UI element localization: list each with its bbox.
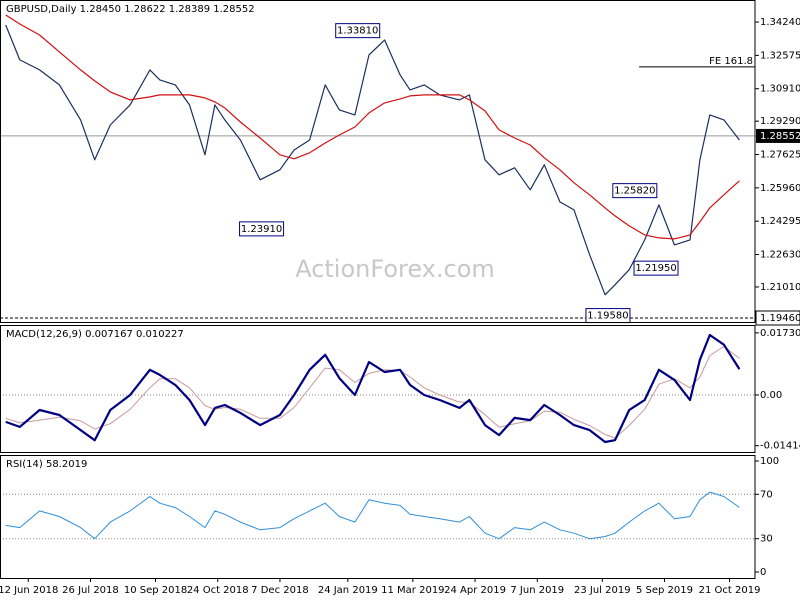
annotation-label: 1.33810	[337, 26, 378, 37]
series-line	[5, 24, 740, 296]
annotation-label: 1.19580	[587, 311, 628, 322]
series-line	[5, 14, 740, 240]
x-tick-label: 11 Mar 2019	[381, 585, 444, 596]
y-tick-label: 70	[760, 489, 773, 500]
annotation-box	[239, 221, 285, 237]
panel-title: RSI(14) 58.2019	[6, 459, 87, 470]
y-tick-label: 1.27625	[760, 149, 800, 160]
y-tick-label: 1.32575	[760, 50, 800, 61]
x-tick-label: 10 Sep 2018	[124, 585, 187, 596]
support-label: 1.19460	[760, 313, 800, 324]
series-line	[5, 346, 740, 439]
fe-label: FE 161.8	[709, 56, 753, 67]
x-tick-label: 5 Sep 2019	[636, 585, 693, 596]
annotation-label: 1.25820	[614, 186, 655, 197]
y-tick-label: 1.29290	[760, 116, 800, 127]
y-tick-label: 0.00	[760, 390, 782, 401]
y-tick-label: 0.017302	[760, 328, 800, 339]
y-tick-label: 1.30910	[760, 84, 800, 95]
panel-frame	[0, 0, 756, 323]
panel-frame	[0, 325, 756, 453]
y-tick-label: 0	[760, 567, 766, 578]
panel-title: GBPUSD,Daily 1.28450 1.28622 1.28389 1.2…	[6, 4, 255, 15]
annotation-box	[633, 260, 679, 276]
support-label-box	[755, 310, 800, 326]
y-tick-label: 1.24295	[760, 216, 800, 227]
x-tick-label: 24 Jan 2019	[318, 585, 378, 596]
x-tick-label: 24 Apr 2019	[444, 585, 506, 596]
y-tick-label: 100	[760, 456, 779, 467]
annotation-label: 1.23910	[241, 224, 282, 235]
y-tick-label: 1.34240	[760, 17, 800, 28]
price-label: 1.28552	[760, 131, 800, 142]
x-tick-label: 7 Jun 2019	[510, 585, 564, 596]
x-tick-label: 26 Jul 2018	[62, 585, 119, 596]
annotation-box	[612, 183, 658, 199]
y-tick-label: 30	[760, 534, 773, 545]
x-tick-label: 24 Oct 2018	[187, 585, 249, 596]
y-tick-label: 1.25960	[760, 183, 800, 194]
x-tick-label: 21 Oct 2019	[699, 585, 761, 596]
x-tick-label: 23 Jul 2019	[574, 585, 631, 596]
panel-title: MACD(12,26,9) 0.007167 0.010227	[6, 329, 184, 340]
x-tick-label: 7 Dec 2018	[251, 585, 309, 596]
y-tick-label: 1.21010	[760, 282, 800, 293]
watermark: ActionForex.com	[295, 255, 495, 283]
y-tick-label: -0.014148	[760, 441, 800, 452]
y-tick-label: 1.22630	[760, 250, 800, 261]
annotation-box	[335, 23, 381, 39]
series-line	[5, 333, 741, 444]
annotation-label: 1.21950	[635, 263, 676, 274]
panel-frame	[0, 455, 756, 579]
price-label-box	[756, 128, 800, 143]
x-tick-label: 12 Jun 2018	[0, 585, 58, 596]
series-line	[5, 491, 740, 540]
